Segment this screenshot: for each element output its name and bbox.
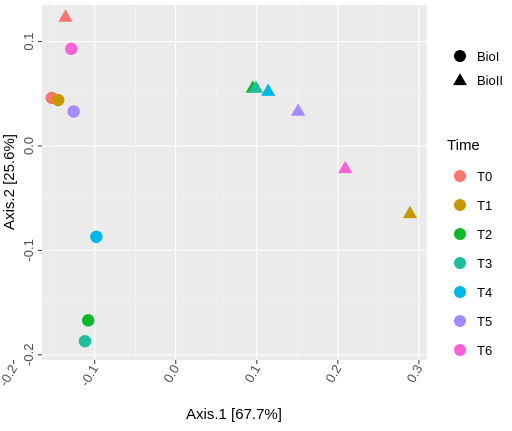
legend-label-bioii: BioII: [477, 73, 503, 88]
legend-label-bioi: BioI: [477, 49, 499, 64]
color-legend: T0 T1 T2 T3 T4 T5 T6: [454, 169, 492, 358]
data-point-t5-bioii: [290, 103, 306, 116]
y-tick-label: -0.2: [21, 344, 36, 366]
legend-key-t1: [454, 199, 466, 211]
shape-legend: BioI BioII: [453, 49, 503, 88]
data-point-t3-bioi: [78, 335, 92, 348]
legend-key-t5: [454, 315, 466, 327]
x-tick-label: 0.2: [322, 362, 344, 385]
data-point-t1-bioi: [52, 93, 65, 107]
color-legend-title: Time: [447, 137, 480, 154]
x-axis-title: Axis.1 [67.7%]: [186, 406, 282, 423]
data-point-t2-bioi: [82, 314, 95, 327]
y-tick-label: 0.0: [21, 137, 36, 155]
data-point-t4-bioi: [90, 230, 103, 243]
data-point-t1-bioii: [402, 205, 418, 219]
x-tick-label: 0.0: [160, 362, 182, 385]
minor-gridlines: [42, 5, 427, 360]
legend-label-t1: T1: [477, 198, 492, 213]
legend-key-t6: [454, 344, 466, 356]
data-point-t4-bioii: [261, 83, 276, 96]
y-tick-label: 0.1: [21, 33, 36, 51]
y-tick-label: -0.1: [21, 239, 36, 261]
legend-key-bioii: [453, 73, 467, 86]
data-point-t5-bioi: [67, 105, 80, 118]
y-axis-ticks: -0.2 -0.1 0.0 0.1: [21, 33, 42, 366]
legend-key-t3: [454, 257, 466, 269]
legend-key-t2: [454, 228, 466, 240]
data-point-t3-bioii: [248, 80, 264, 93]
x-tick-label: 0.1: [241, 362, 263, 385]
legend-label-t6: T6: [477, 343, 492, 358]
legend-key-t4: [454, 286, 466, 298]
legend-label-t3: T3: [477, 256, 492, 271]
data-point-t0-bioii: [58, 9, 73, 22]
x-tick-label: 0.3: [403, 362, 425, 385]
data-points: [45, 9, 418, 348]
x-axis-ticks: -0.2 -0.1 0.0 0.1 0.2 0.3: [0, 360, 425, 389]
data-point-t6-bioi: [64, 42, 78, 56]
legend-label-t4: T4: [477, 285, 492, 300]
legend-key-bioi: [454, 50, 466, 62]
legend-label-t5: T5: [477, 314, 492, 329]
x-tick-label: -0.1: [77, 362, 101, 389]
plot-panel: [42, 5, 427, 360]
major-gridlines: [42, 5, 427, 360]
data-point-t6-bioii: [338, 160, 353, 174]
x-tick-label: -0.2: [0, 362, 20, 389]
legend-label-t2: T2: [477, 227, 492, 242]
legend-label-t0: T0: [477, 169, 492, 184]
y-axis-title: Axis.2 [25.6%]: [1, 134, 18, 230]
legend-key-t0: [454, 170, 466, 182]
